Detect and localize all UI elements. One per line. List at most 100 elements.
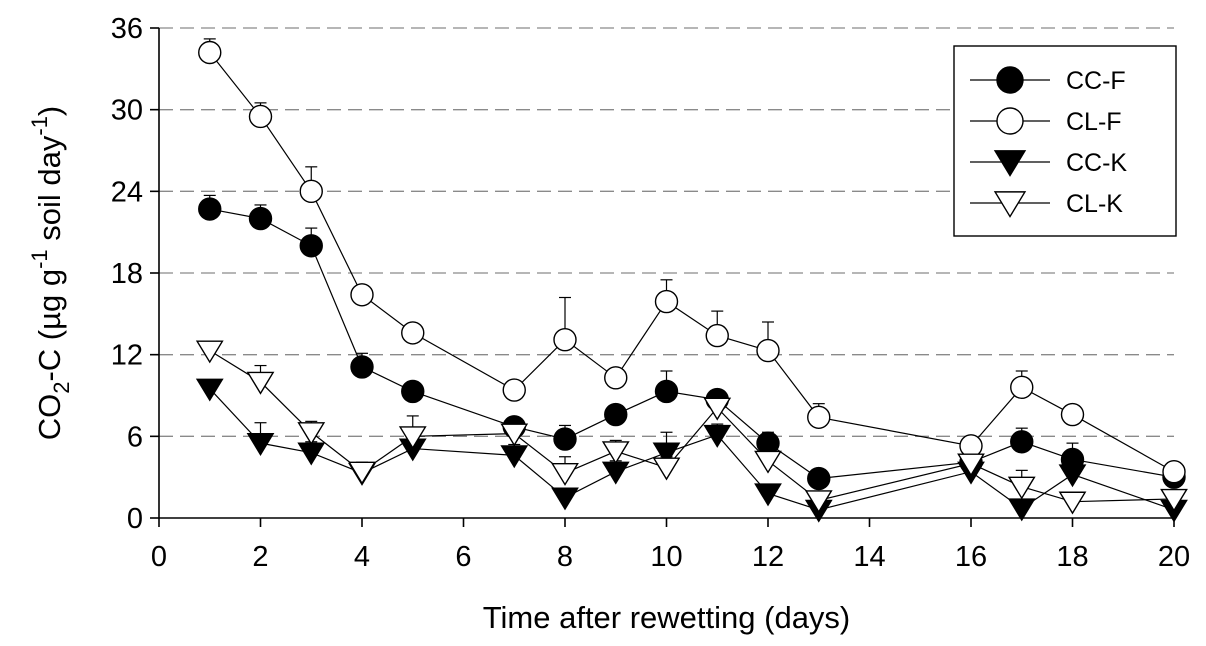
y-tick-label: 0	[127, 503, 143, 535]
data-point	[1007, 498, 1036, 522]
data-point	[299, 234, 323, 258]
data-point	[248, 206, 273, 231]
data-point	[350, 283, 374, 307]
data-point	[601, 441, 630, 465]
data-point	[350, 355, 374, 379]
y-title-subscript: 2	[49, 382, 74, 394]
data-point	[401, 379, 425, 404]
data-point	[502, 378, 526, 402]
data-point	[348, 461, 376, 485]
legend-item: CL-K	[970, 190, 1123, 218]
data-point	[601, 461, 630, 485]
x-tick-label: 18	[1056, 541, 1088, 573]
y-tick-label: 6	[127, 421, 143, 453]
data-point	[551, 462, 579, 486]
data-point	[754, 483, 782, 507]
data-point	[654, 379, 679, 404]
series-CC-K	[195, 378, 1188, 523]
x-tick-label: 14	[853, 541, 885, 573]
series-CL-K	[195, 340, 1188, 515]
legend-item: CC-K	[970, 149, 1127, 177]
data-point	[297, 442, 326, 466]
data-point	[703, 397, 732, 421]
y-tick-label: 24	[111, 176, 143, 208]
data-point	[807, 466, 831, 491]
legend-marker	[993, 191, 1027, 218]
legend-marker	[996, 107, 1024, 135]
x-tick-label: 20	[1158, 541, 1190, 573]
y-tick-label: 36	[111, 13, 143, 45]
x-tick-label: 2	[252, 541, 268, 573]
y-title-superscript-1: -1	[27, 249, 52, 269]
legend-item: CL-F	[970, 107, 1122, 136]
data-point	[756, 338, 780, 363]
x-tick-label: 12	[752, 541, 784, 573]
data-point	[195, 340, 224, 364]
y-tick-label: 12	[111, 340, 143, 372]
data-point	[1007, 476, 1036, 500]
data-point	[198, 197, 222, 221]
data-point	[652, 442, 681, 466]
data-point	[500, 445, 529, 469]
data-point	[703, 424, 732, 448]
data-point	[398, 426, 427, 450]
data-point	[1058, 491, 1087, 515]
data-point	[957, 453, 985, 477]
x-tick-label: 0	[151, 541, 167, 573]
data-point	[654, 289, 679, 314]
series-line	[209, 388, 1175, 511]
data-point	[705, 323, 729, 348]
y-tick-label: 18	[111, 258, 143, 290]
series-line	[209, 208, 1175, 480]
series-CL-F	[198, 38, 1186, 484]
legend-marker	[996, 66, 1024, 94]
legend: CC-F CL-F CC-K CL-K	[953, 45, 1177, 237]
x-tick-label: 6	[455, 541, 471, 573]
gridlines	[159, 27, 1174, 437]
y-axis-title: CO2-C (µg g-1 soil day-1)	[27, 106, 74, 441]
series-line	[209, 52, 1175, 473]
data-point	[299, 179, 323, 204]
data-point	[604, 402, 628, 427]
data-point	[195, 378, 224, 402]
data-point	[246, 371, 275, 395]
data-point	[1010, 375, 1034, 400]
data-point	[807, 405, 831, 429]
data-point	[1058, 464, 1087, 488]
x-tick-label: 4	[354, 541, 370, 573]
legend-box	[953, 45, 1177, 237]
data-point	[551, 487, 579, 511]
legend-label: CL-K	[1066, 190, 1123, 218]
series	[195, 38, 1188, 523]
data-point	[754, 450, 782, 474]
data-point	[1162, 460, 1186, 484]
data-point	[1060, 402, 1085, 427]
legend-item: CC-F	[970, 66, 1126, 95]
legend-label: CC-F	[1066, 67, 1126, 95]
data-point	[401, 321, 425, 345]
data-point	[500, 423, 529, 447]
legend-label: CC-K	[1066, 149, 1127, 177]
data-point	[246, 433, 275, 456]
legend-label: CL-F	[1066, 108, 1122, 136]
series-CC-F	[198, 194, 1186, 491]
data-point	[553, 427, 577, 451]
data-point	[804, 490, 833, 514]
legend-marker	[993, 150, 1027, 177]
data-point	[604, 366, 628, 390]
x-tick-label: 8	[557, 541, 573, 573]
data-point	[297, 422, 326, 446]
y-tick-label: 30	[111, 95, 143, 127]
x-tick-label: 16	[955, 541, 987, 573]
data-point	[553, 327, 577, 352]
data-point	[198, 40, 222, 65]
data-point	[1160, 488, 1188, 512]
y-title-superscript-2: -1	[27, 116, 52, 136]
data-point	[1010, 430, 1034, 454]
data-point	[652, 457, 681, 481]
data-point	[248, 104, 273, 129]
x-axis-title: Time after rewetting (days)	[483, 600, 851, 635]
